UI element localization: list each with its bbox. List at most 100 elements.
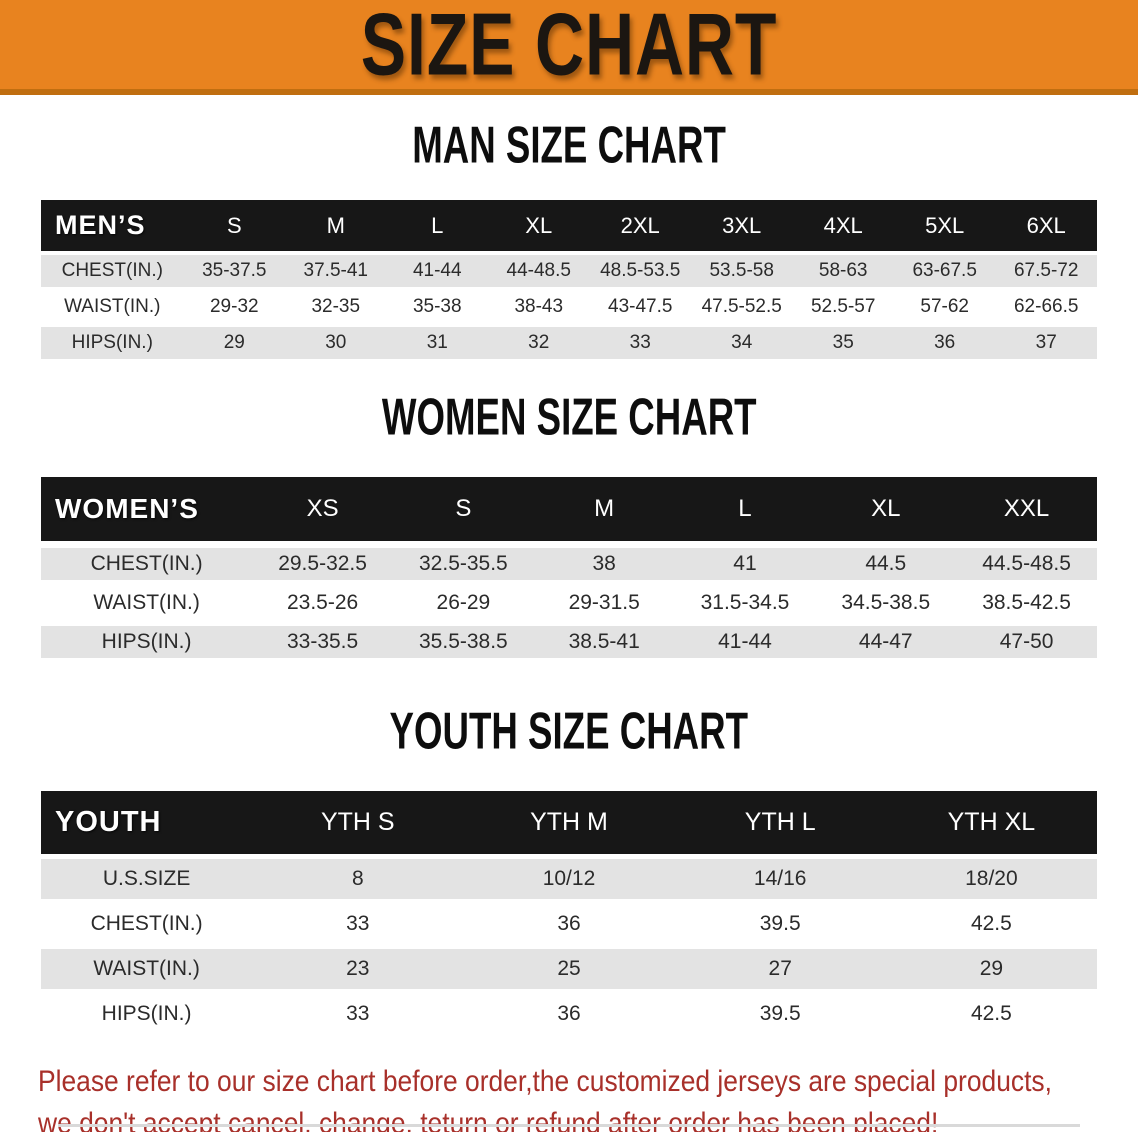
table-row: HIPS(IN.) 29 30 31 32 33 34 35 36 37 bbox=[41, 327, 1097, 359]
row-label: HIPS(IN.) bbox=[41, 626, 253, 658]
cell-value: 58-63 bbox=[792, 255, 894, 287]
column-header: L bbox=[386, 200, 488, 251]
cell-value: 35.5-38.5 bbox=[392, 626, 534, 658]
cell-value: 41-44 bbox=[674, 626, 816, 658]
column-header: M bbox=[285, 200, 387, 251]
cell-value: 44-48.5 bbox=[488, 255, 590, 287]
cell-value: 36 bbox=[463, 904, 675, 944]
table-row: CHEST(IN.) 29.5-32.5 32.5-35.5 38 41 44.5 44.5… bbox=[41, 548, 1097, 580]
cell-value: 41-44 bbox=[386, 255, 488, 287]
page-title: SIZE CHART bbox=[360, 0, 778, 93]
cell-value: 31.5-34.5 bbox=[674, 587, 816, 619]
cell-value: 62-66.5 bbox=[995, 291, 1097, 323]
table-row: CHEST(IN.) 35-37.5 37.5-41 41-44 44-48.5 48.5… bbox=[41, 255, 1097, 287]
cell-value: 33 bbox=[252, 904, 464, 944]
table-row: WAIST(IN.) 29-32 32-35 35-38 38-43 43-47.5 47.… bbox=[41, 291, 1097, 323]
column-header: XL bbox=[488, 200, 590, 251]
cell-value: 34 bbox=[690, 327, 793, 359]
youth-section: YOUTH SIZE CHART YOUTH YTH S YTH M YTH L YTH… bbox=[0, 701, 1138, 1039]
cell-value: 35 bbox=[792, 327, 894, 359]
youth-size-table: YOUTH YTH S YTH M YTH L YTH XL U.S.SIZE 8 10/1… bbox=[41, 786, 1097, 1039]
column-header: YTH L bbox=[674, 791, 886, 854]
column-header: S bbox=[183, 200, 286, 251]
table-row: CHEST(IN.) 33 36 39.5 42.5 bbox=[41, 904, 1097, 944]
cell-value: 38.5-42.5 bbox=[956, 587, 1097, 619]
column-header: 6XL bbox=[995, 200, 1097, 251]
disclaimer-line-1: Please refer to our size chart before or… bbox=[38, 1065, 1052, 1098]
row-label: WAIST(IN.) bbox=[41, 949, 253, 989]
cell-value: 27 bbox=[674, 949, 886, 989]
youth-section-heading: YOUTH SIZE CHART bbox=[0, 701, 1138, 766]
row-label: CHEST(IN.) bbox=[41, 548, 253, 580]
cell-value: 63-67.5 bbox=[893, 255, 996, 287]
cell-value: 52.5-57 bbox=[792, 291, 894, 323]
women-header-row: WOMEN’S XS S M L XL XXL bbox=[41, 477, 1097, 541]
column-header: XXL bbox=[956, 477, 1097, 541]
table-row: HIPS(IN.) 33 36 39.5 42.5 bbox=[41, 994, 1097, 1034]
cell-value: 47.5-52.5 bbox=[690, 291, 793, 323]
cell-value: 35-38 bbox=[386, 291, 488, 323]
women-section-heading: WOMEN SIZE CHART bbox=[0, 388, 1138, 452]
cell-value: 38-43 bbox=[488, 291, 590, 323]
cell-value: 44-47 bbox=[815, 626, 957, 658]
cell-value: 29 bbox=[183, 327, 286, 359]
cell-value: 23.5-26 bbox=[252, 587, 393, 619]
cell-value: 29-32 bbox=[183, 291, 286, 323]
youth-header-row: YOUTH YTH S YTH M YTH L YTH XL bbox=[41, 791, 1097, 854]
cell-value: 29 bbox=[885, 949, 1097, 989]
cell-value: 26-29 bbox=[392, 587, 534, 619]
women-table-corner-label: WOMEN’S bbox=[41, 477, 253, 541]
cell-value: 39.5 bbox=[674, 904, 886, 944]
column-header: S bbox=[392, 477, 534, 541]
row-label: WAIST(IN.) bbox=[41, 587, 253, 619]
column-header: 5XL bbox=[893, 200, 996, 251]
cell-value: 33 bbox=[589, 327, 691, 359]
table-row: WAIST(IN.) 23 25 27 29 bbox=[41, 949, 1097, 989]
cell-value: 37.5-41 bbox=[285, 255, 387, 287]
row-label: CHEST(IN.) bbox=[41, 904, 253, 944]
cell-value: 25 bbox=[463, 949, 675, 989]
cell-value: 44.5 bbox=[815, 548, 957, 580]
column-header: 2XL bbox=[589, 200, 691, 251]
cell-value: 57-62 bbox=[893, 291, 996, 323]
cell-value: 43-47.5 bbox=[589, 291, 691, 323]
cell-value: 44.5-48.5 bbox=[956, 548, 1097, 580]
youth-section-heading-text: YOUTH SIZE CHART bbox=[389, 701, 749, 760]
men-section: MAN SIZE CHART MEN’S S M L XL 2XL 3XL 4XL 5XL 6XL… bbox=[0, 115, 1138, 363]
cell-value: 34.5-38.5 bbox=[815, 587, 957, 619]
cell-value: 32.5-35.5 bbox=[392, 548, 534, 580]
cell-value: 38.5-41 bbox=[533, 626, 675, 658]
cell-value: 37 bbox=[995, 327, 1097, 359]
cell-value: 30 bbox=[285, 327, 387, 359]
cell-value: 38 bbox=[533, 548, 675, 580]
column-header: XL bbox=[815, 477, 957, 541]
cell-value: 23 bbox=[252, 949, 464, 989]
men-section-heading-text: MAN SIZE CHART bbox=[412, 115, 726, 174]
cell-value: 42.5 bbox=[885, 904, 1097, 944]
youth-table-corner-label: YOUTH bbox=[41, 791, 253, 854]
cell-value: 14/16 bbox=[674, 859, 886, 899]
table-row: U.S.SIZE 8 10/12 14/16 18/20 bbox=[41, 859, 1097, 899]
cell-value: 29-31.5 bbox=[533, 587, 675, 619]
row-label: CHEST(IN.) bbox=[41, 255, 184, 287]
column-header: YTH XL bbox=[885, 791, 1097, 854]
table-row: HIPS(IN.) 33-35.5 35.5-38.5 38.5-41 41-44 44-… bbox=[41, 626, 1097, 658]
women-size-table: WOMEN’S XS S M L XL XXL CHEST(IN.) 29.5-32.5 32.… bbox=[41, 470, 1097, 665]
row-label: HIPS(IN.) bbox=[41, 327, 184, 359]
bottom-edge-line bbox=[58, 1124, 1080, 1127]
column-header: L bbox=[674, 477, 816, 541]
table-row: WAIST(IN.) 23.5-26 26-29 29-31.5 31.5-34.5 34… bbox=[41, 587, 1097, 619]
cell-value: 18/20 bbox=[885, 859, 1097, 899]
cell-value: 42.5 bbox=[885, 994, 1097, 1034]
size-chart-banner: SIZE CHART bbox=[0, 0, 1138, 95]
cell-value: 29.5-32.5 bbox=[252, 548, 393, 580]
column-header: XS bbox=[252, 477, 393, 541]
column-header: YTH S bbox=[252, 791, 464, 854]
men-size-table: MEN’S S M L XL 2XL 3XL 4XL 5XL 6XL CHEST(IN.) 35-3… bbox=[41, 196, 1097, 363]
cell-value: 10/12 bbox=[463, 859, 675, 899]
cell-value: 39.5 bbox=[674, 994, 886, 1034]
cell-value: 32-35 bbox=[285, 291, 387, 323]
cell-value: 48.5-53.5 bbox=[589, 255, 691, 287]
disclaimer-text: Please refer to our size chart before or… bbox=[38, 1061, 1138, 1132]
